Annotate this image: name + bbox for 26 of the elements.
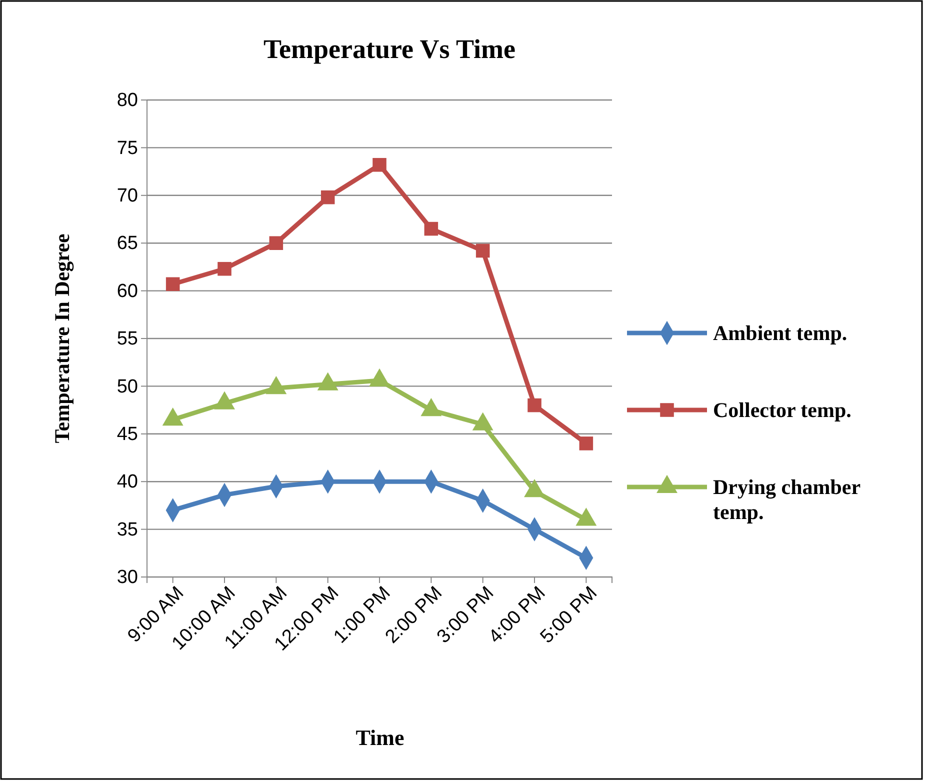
- legend-label: Drying chamber temp.: [713, 475, 861, 524]
- point: [218, 262, 232, 276]
- point: [476, 244, 490, 258]
- point: [166, 277, 180, 292]
- point: [372, 158, 386, 172]
- point: [579, 436, 594, 450]
- y-axis-title: Temperature In Degree: [50, 234, 74, 444]
- y-tick-label: 35: [116, 519, 138, 540]
- x-axis-title: Time: [356, 725, 404, 750]
- y-tick-label: 70: [116, 185, 138, 206]
- y-tick-label: 30: [116, 567, 138, 588]
- y-tick-label: 60: [116, 280, 138, 302]
- y-tick-label: 50: [116, 376, 138, 398]
- point: [424, 222, 438, 236]
- y-tick-label: 65: [116, 233, 138, 254]
- chart-title: Temperature Vs Time: [263, 34, 516, 64]
- y-tick-label: 80: [116, 90, 138, 112]
- legend-label: Collector temp.: [713, 398, 852, 422]
- y-tick-label: 55: [116, 328, 138, 350]
- y-tick-label: 40: [116, 472, 138, 493]
- point: [320, 190, 335, 204]
- point: [269, 236, 284, 250]
- point: [528, 398, 542, 412]
- y-tick-label: 45: [116, 424, 138, 445]
- y-tick-label: 75: [116, 138, 138, 159]
- legend-label: Ambient temp.: [713, 321, 848, 345]
